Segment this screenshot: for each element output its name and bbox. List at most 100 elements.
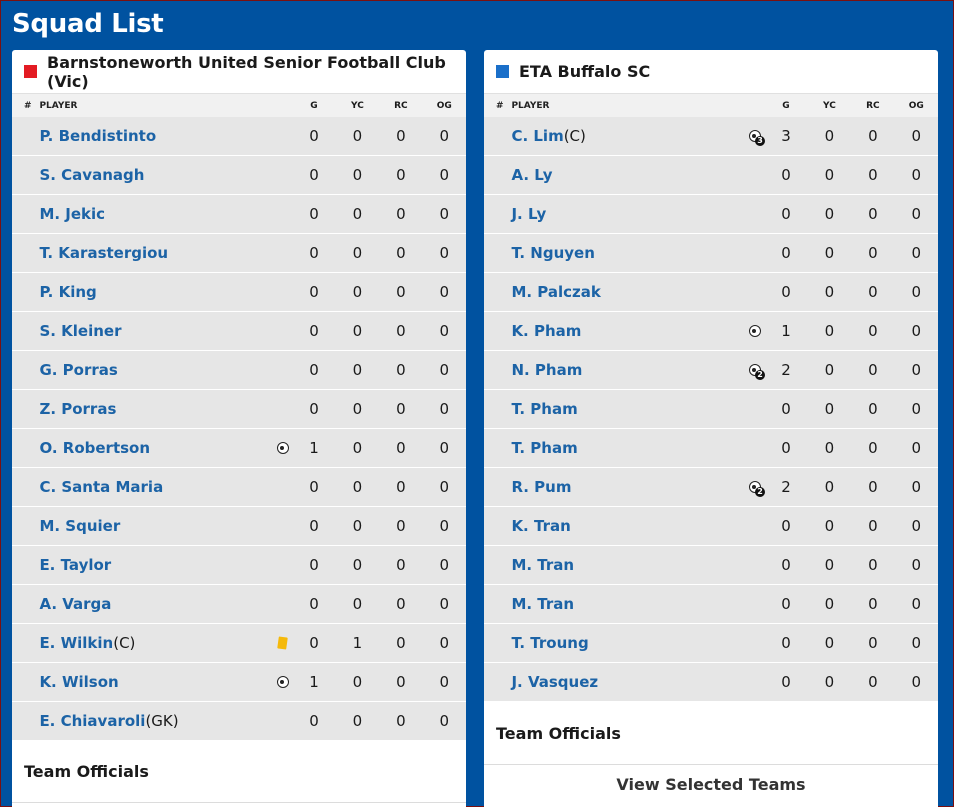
yellow-card-icon xyxy=(277,636,288,650)
player-row: J. Ly 0 0 0 0 xyxy=(484,195,938,234)
player-name-link[interactable]: M. Palczak xyxy=(511,283,601,301)
event-icon-cell xyxy=(273,442,292,454)
player-name-link[interactable]: J. Vasquez xyxy=(511,673,599,691)
stat-yc: 0 xyxy=(824,595,835,613)
stat-g: 2 xyxy=(781,361,791,379)
player-name-link[interactable]: T. Pham xyxy=(511,439,578,457)
stat-rc: 0 xyxy=(396,439,406,457)
player-name-link[interactable]: E. Wilkin xyxy=(39,634,114,652)
away-team-officials[interactable]: Team Officials xyxy=(496,723,621,743)
player-name-link[interactable]: K. Wilson xyxy=(39,673,119,691)
player-name-link[interactable]: O. Robertson xyxy=(39,439,151,457)
stat-g: 0 xyxy=(781,634,791,652)
stat-og: 0 xyxy=(439,361,450,379)
stat-og: 0 xyxy=(911,127,922,145)
player-name-link[interactable]: A. Ly xyxy=(511,166,553,184)
player-name-link[interactable]: T. Nguyen xyxy=(511,244,595,262)
away-player-list: C. Lim(C) 3 3 0 0 0 A. Ly 0 0 0 0 J. Ly 0 0 0 0 T. Nguye… xyxy=(484,117,938,702)
player-name-link[interactable]: E. Taylor xyxy=(39,556,112,574)
stat-og: 0 xyxy=(439,400,450,418)
player-name-link[interactable]: Z. Porras xyxy=(39,400,117,418)
player-cell: C. Santa Maria xyxy=(39,478,273,496)
player-name-link[interactable]: R. Pum xyxy=(511,478,572,496)
player-cell: E. Taylor xyxy=(39,556,273,574)
player-name-link[interactable]: S. Cavanagh xyxy=(39,166,145,184)
goal-count-badge: 2 xyxy=(754,370,765,380)
player-name-link[interactable]: T. Troung xyxy=(511,634,589,652)
stat-og: 0 xyxy=(911,634,922,652)
player-name-link[interactable]: M. Squier xyxy=(39,517,121,535)
stat-rc: 0 xyxy=(868,127,878,145)
player-name-link[interactable]: P. Bendistinto xyxy=(39,127,157,145)
stat-og: 0 xyxy=(439,439,450,457)
away-team-panel: ETA Buffalo SC # PLAYER G YC RC OG C. Li… xyxy=(484,50,938,807)
col-rc: RC xyxy=(394,100,408,111)
home-team-officials[interactable]: Team Officials xyxy=(12,741,466,803)
player-cell: A. Ly xyxy=(511,166,745,184)
stat-yc: 0 xyxy=(352,283,363,301)
player-name-link[interactable]: T. Pham xyxy=(511,400,578,418)
stat-yc: 0 xyxy=(352,439,363,457)
player-row: M. Tran 0 0 0 0 xyxy=(484,546,938,585)
stat-g: 0 xyxy=(781,205,791,223)
event-icon-cell xyxy=(273,636,292,650)
stat-og: 0 xyxy=(439,478,450,496)
home-team-header: Barnstoneworth United Senior Football Cl… xyxy=(12,50,466,93)
stat-rc: 0 xyxy=(868,400,878,418)
stat-yc: 0 xyxy=(352,244,363,262)
stat-yc: 0 xyxy=(352,673,363,691)
player-name-link[interactable]: P. King xyxy=(39,283,97,301)
stat-rc: 0 xyxy=(396,595,406,613)
player-row: M. Squier 0 0 0 0 xyxy=(12,507,466,546)
player-name-link[interactable]: G. Porras xyxy=(39,361,118,379)
stat-og: 0 xyxy=(911,595,922,613)
stat-yc: 0 xyxy=(352,322,363,340)
view-selected-teams-button[interactable]: View Selected Teams xyxy=(484,764,938,804)
player-name-link[interactable]: K. Tran xyxy=(511,517,571,535)
player-name-link[interactable]: C. Lim xyxy=(511,127,564,145)
stat-g: 0 xyxy=(309,634,319,652)
player-name-link[interactable]: T. Karastergiou xyxy=(39,244,169,262)
player-name-link[interactable]: E. Chiavaroli xyxy=(39,712,146,730)
player-cell: N. Pham xyxy=(511,361,745,379)
player-cell: G. Porras xyxy=(39,361,273,379)
player-row: G. Porras 0 0 0 0 xyxy=(12,351,466,390)
ball-icon xyxy=(276,442,289,454)
player-name-link[interactable]: M. Tran xyxy=(511,595,575,613)
stat-og: 0 xyxy=(911,322,922,340)
page-title: Squad List xyxy=(12,9,164,39)
stat-yc: 0 xyxy=(352,166,363,184)
stat-yc: 0 xyxy=(352,205,363,223)
stat-yc: 0 xyxy=(824,517,835,535)
stat-yc: 0 xyxy=(352,556,363,574)
stat-rc: 0 xyxy=(868,439,878,457)
player-cell: A. Varga xyxy=(39,595,273,613)
player-name-link[interactable]: C. Santa Maria xyxy=(39,478,164,496)
player-row: A. Varga 0 0 0 0 xyxy=(12,585,466,624)
player-name-link[interactable]: K. Pham xyxy=(511,322,582,340)
player-row: A. Ly 0 0 0 0 xyxy=(484,156,938,195)
player-cell: R. Pum xyxy=(511,478,745,496)
player-name-link[interactable]: N. Pham xyxy=(511,361,583,379)
player-name-link[interactable]: A. Varga xyxy=(39,595,112,613)
player-name-link[interactable]: S. Kleiner xyxy=(39,322,122,340)
player-row: E. Chiavaroli(GK) 0 0 0 0 xyxy=(12,702,466,741)
player-name-link[interactable]: M. Tran xyxy=(511,556,575,574)
home-player-list: P. Bendistinto 0 0 0 0 S. Cavanagh 0 0 0 0 M. Jeki… xyxy=(12,117,466,741)
player-name-link[interactable]: M. Jekic xyxy=(39,205,106,223)
stat-g: 0 xyxy=(309,361,319,379)
stat-rc: 0 xyxy=(868,244,878,262)
stat-rc: 0 xyxy=(868,556,878,574)
player-name-link[interactable]: J. Ly xyxy=(511,205,547,223)
col-num: # xyxy=(496,100,504,111)
player-row: C. Santa Maria 0 0 0 0 xyxy=(12,468,466,507)
stat-rc: 0 xyxy=(868,205,878,223)
player-cell: M. Squier xyxy=(39,517,273,535)
stat-rc: 0 xyxy=(868,361,878,379)
stat-yc: 0 xyxy=(352,361,363,379)
player-cell: K. Pham xyxy=(511,322,745,340)
stat-yc: 0 xyxy=(352,712,363,730)
stat-g: 0 xyxy=(309,595,319,613)
player-cell: K. Wilson xyxy=(39,673,273,691)
event-icon-cell: 2 xyxy=(745,364,765,380)
